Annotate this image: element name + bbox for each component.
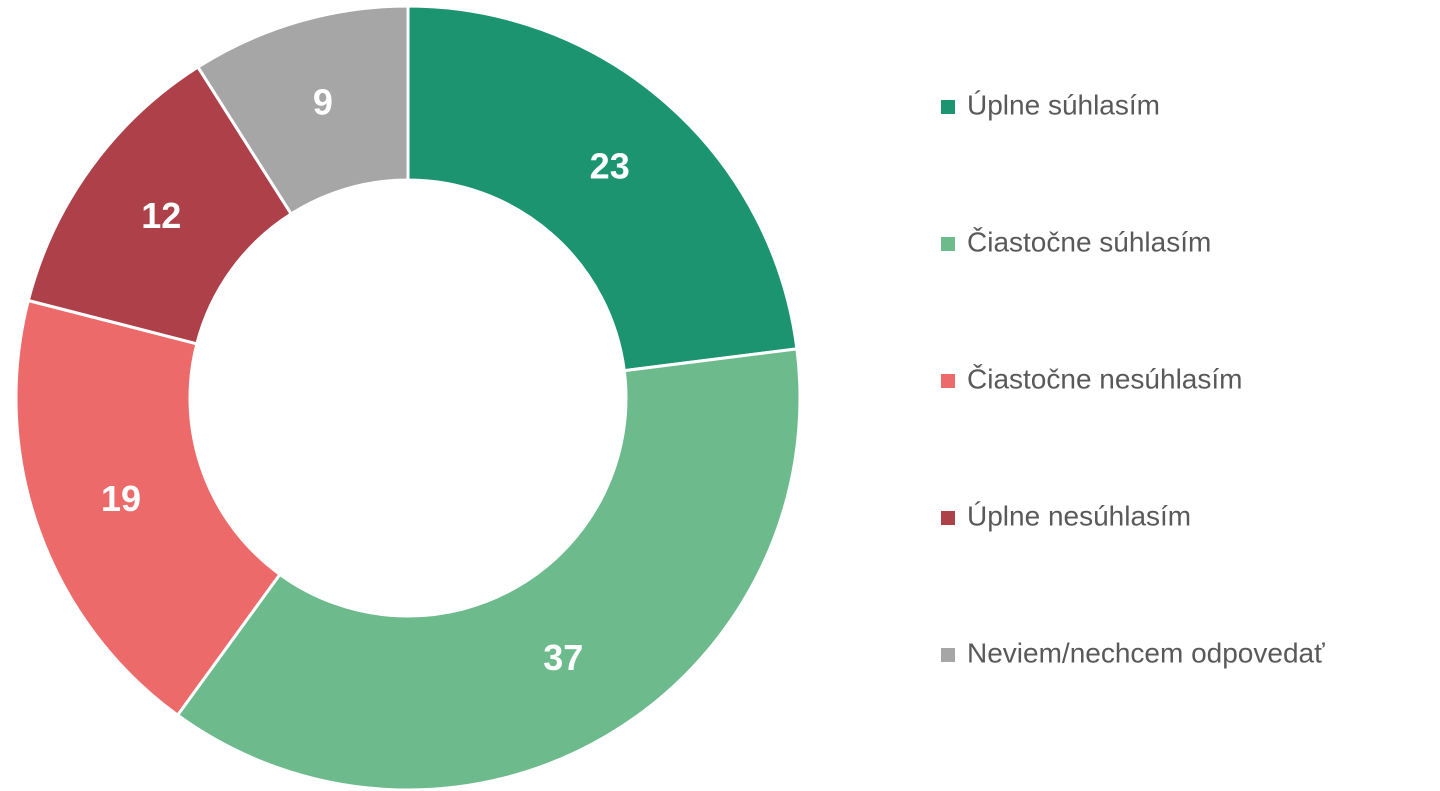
legend-swatch (941, 511, 955, 525)
donut-slice (406, 4, 799, 373)
data-label: 12 (141, 195, 181, 236)
legend-swatch (941, 100, 955, 114)
legend-label: Čiastočne súhlasím (967, 226, 1211, 257)
donut-slice (195, 4, 410, 217)
legend-swatch (941, 648, 955, 662)
legend-label: Neviem/nechcem odpovedať (967, 637, 1325, 668)
legend-swatch (941, 237, 955, 251)
legend-swatch (941, 374, 955, 388)
donut-slice (14, 298, 282, 718)
legend-label: Úplne súhlasím (967, 89, 1160, 120)
data-label: 9 (313, 82, 333, 123)
donut-slice (175, 347, 802, 791)
data-label: 19 (101, 478, 141, 519)
legend-label: Čiastočne nesúhlasím (967, 363, 1242, 394)
data-label: 37 (543, 637, 583, 678)
legend-label: Úplne nesúhlasím (967, 500, 1191, 531)
data-label: 23 (590, 146, 630, 187)
